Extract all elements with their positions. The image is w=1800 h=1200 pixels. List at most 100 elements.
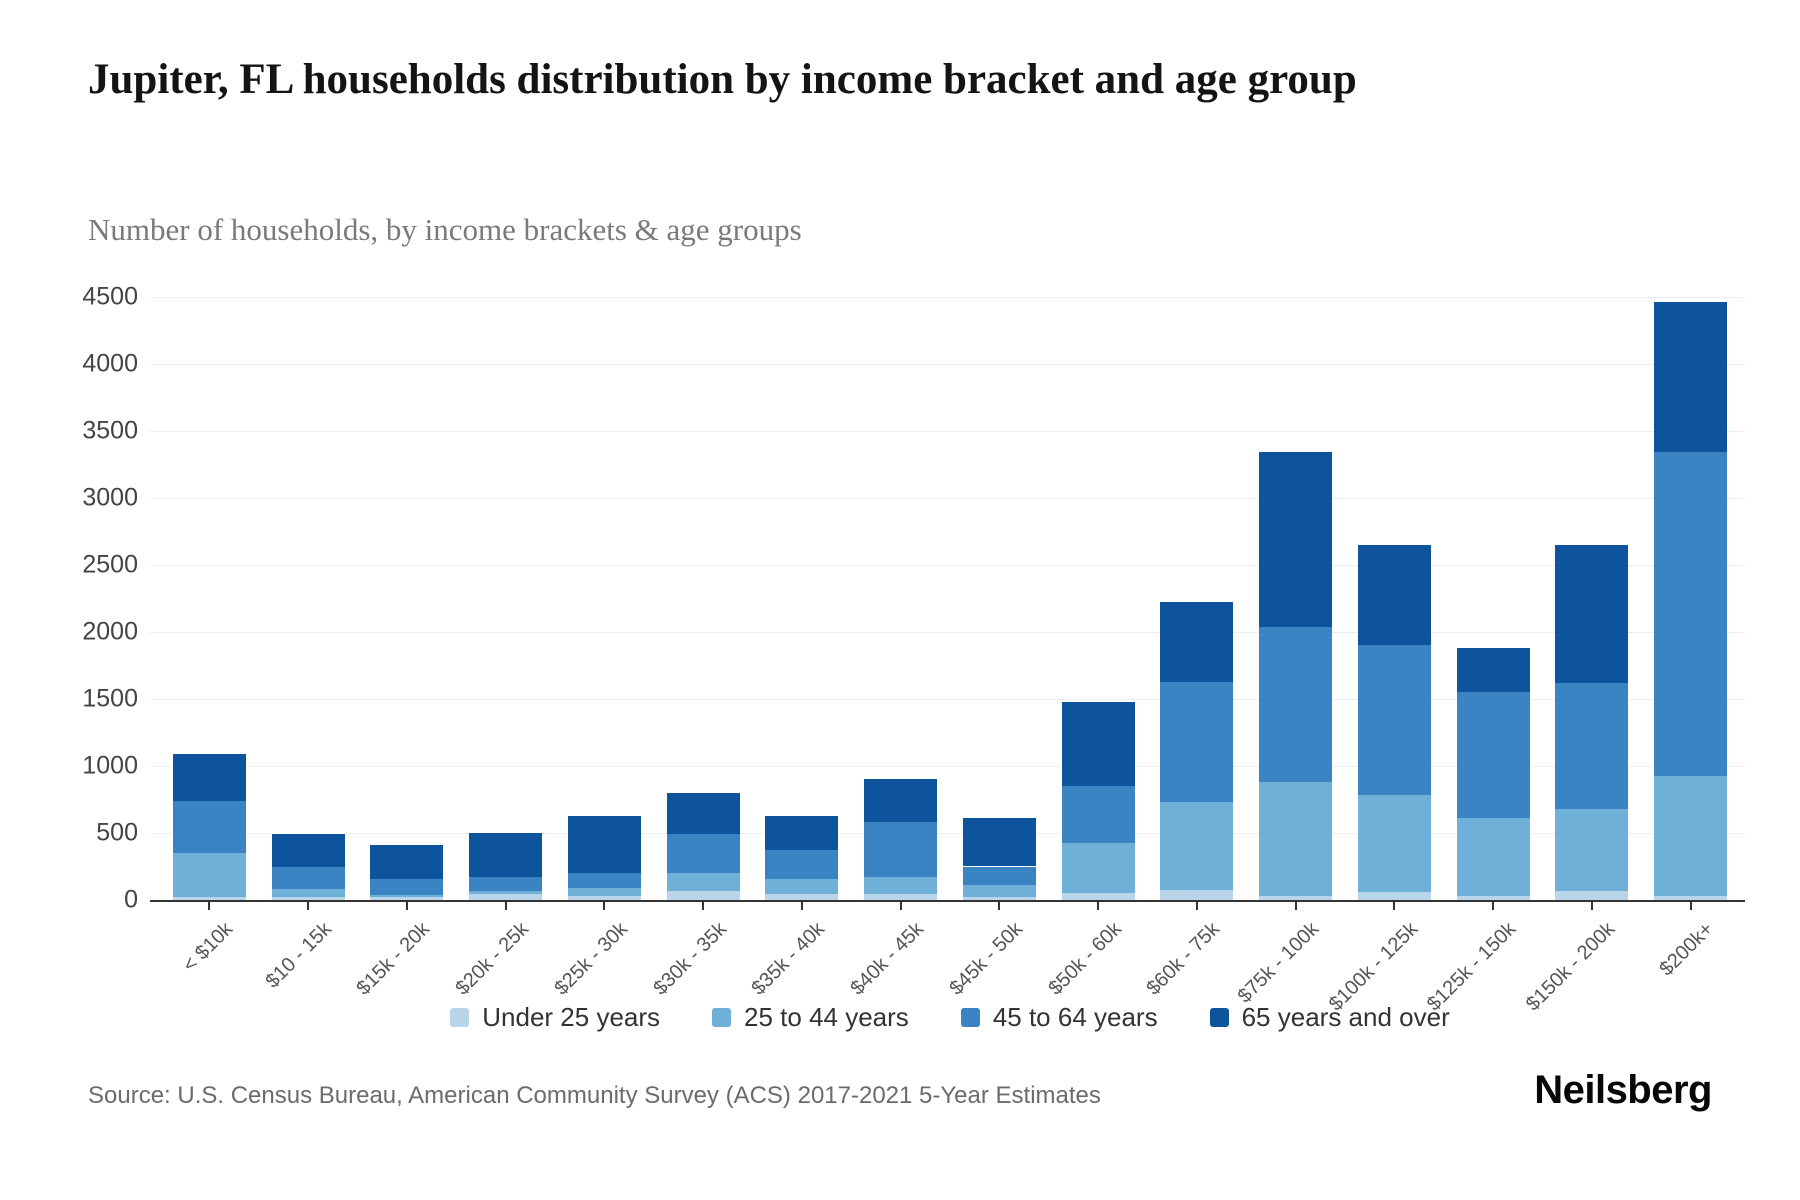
bar-segment[interactable] bbox=[271, 888, 345, 898]
bar-segment[interactable] bbox=[666, 834, 740, 874]
bar-segment[interactable] bbox=[1555, 890, 1629, 900]
bar-segment[interactable] bbox=[1357, 794, 1431, 892]
bar-segment[interactable] bbox=[567, 887, 641, 896]
y-axis-label: 1500 bbox=[82, 684, 138, 713]
bar-segment[interactable] bbox=[1456, 691, 1530, 819]
bar-segment[interactable] bbox=[1259, 782, 1333, 896]
legend-item[interactable]: 45 to 64 years bbox=[960, 1002, 1158, 1033]
bar-segment[interactable] bbox=[666, 873, 740, 891]
x-axis-tick bbox=[899, 902, 902, 910]
bar-segment[interactable] bbox=[1160, 601, 1234, 682]
bar-segment[interactable] bbox=[1555, 682, 1629, 809]
bar-segment[interactable] bbox=[765, 893, 839, 900]
x-axis-tick bbox=[702, 902, 705, 910]
bar-segment[interactable] bbox=[1456, 648, 1530, 692]
x-axis-tick bbox=[208, 902, 211, 910]
bar-segment[interactable] bbox=[962, 884, 1036, 897]
bar-segment[interactable] bbox=[469, 876, 543, 891]
bar-segment[interactable] bbox=[864, 822, 938, 878]
x-axis-line bbox=[150, 900, 1745, 902]
bar-segment[interactable] bbox=[469, 890, 543, 894]
bar-segment[interactable] bbox=[1259, 452, 1333, 628]
brand-logo[interactable]: Neilsberg bbox=[1534, 1068, 1712, 1112]
bar-segment[interactable] bbox=[271, 834, 345, 868]
bar-segment[interactable] bbox=[1061, 701, 1135, 787]
bar-segment[interactable] bbox=[172, 753, 246, 801]
bar-segment[interactable] bbox=[271, 897, 345, 900]
bar-segment[interactable] bbox=[1259, 895, 1333, 900]
y-axis-label: 0 bbox=[124, 885, 138, 914]
bar-segment[interactable] bbox=[1061, 786, 1135, 844]
source-text: Source: U.S. Census Bureau, American Com… bbox=[88, 1082, 1101, 1109]
bar-segment[interactable] bbox=[765, 878, 839, 894]
bar-segment[interactable] bbox=[765, 849, 839, 879]
legend-label: 45 to 64 years bbox=[992, 1002, 1158, 1032]
bar-segment[interactable] bbox=[1061, 843, 1135, 894]
bar-segment[interactable] bbox=[1357, 644, 1431, 795]
legend: Under 25 years 25 to 44 years 45 to 64 yea… bbox=[160, 1002, 1740, 1033]
bar-segment[interactable] bbox=[666, 890, 740, 900]
bar-segment[interactable] bbox=[370, 894, 444, 898]
bar-segment[interactable] bbox=[1357, 891, 1431, 900]
bar-segment[interactable] bbox=[567, 873, 641, 888]
bar-segment[interactable] bbox=[962, 866, 1036, 885]
legend-label: Under 25 years bbox=[482, 1002, 661, 1032]
bar-segment[interactable] bbox=[1654, 301, 1728, 452]
bar-segment[interactable] bbox=[1456, 895, 1530, 900]
bar-segment[interactable] bbox=[1555, 544, 1629, 683]
legend-swatch bbox=[450, 1008, 470, 1027]
bar-segment[interactable] bbox=[172, 853, 246, 898]
bar-segment[interactable] bbox=[1061, 893, 1135, 900]
bar-segment[interactable] bbox=[172, 897, 246, 900]
y-axis-label: 4500 bbox=[82, 282, 138, 311]
y-axis-label: 1000 bbox=[82, 751, 138, 780]
x-axis-label: $20k - 25k bbox=[451, 918, 534, 1000]
bar-segment[interactable] bbox=[1456, 818, 1530, 896]
bar-segment[interactable] bbox=[1654, 776, 1728, 896]
x-axis-tick bbox=[800, 902, 803, 910]
x-axis-tick bbox=[307, 902, 310, 910]
x-axis-tick bbox=[1097, 902, 1100, 910]
gridline bbox=[150, 833, 1745, 834]
bar-segment[interactable] bbox=[765, 816, 839, 850]
bar-segment[interactable] bbox=[962, 896, 1036, 900]
bar-segment[interactable] bbox=[567, 815, 641, 874]
legend-swatch bbox=[960, 1008, 980, 1027]
x-axis-label: $45k - 50k bbox=[945, 918, 1027, 1000]
bar-segment[interactable] bbox=[271, 867, 345, 889]
x-axis-label: $60k - 75k bbox=[1142, 918, 1225, 1000]
chart-title: Jupiter, FL households distribution by i… bbox=[88, 56, 1357, 103]
gridline bbox=[150, 699, 1745, 700]
legend-item[interactable]: 25 to 44 years bbox=[712, 1002, 909, 1033]
gridline bbox=[150, 498, 1745, 499]
bar-segment[interactable] bbox=[864, 893, 938, 900]
legend-item[interactable]: 65 years and over bbox=[1209, 1002, 1450, 1033]
bar-segment[interactable] bbox=[567, 895, 641, 900]
y-axis-label: 3000 bbox=[82, 483, 138, 512]
bar-segment[interactable] bbox=[1160, 802, 1234, 890]
legend-item[interactable]: Under 25 years bbox=[450, 1002, 660, 1033]
bar-segment[interactable] bbox=[1160, 889, 1234, 900]
bar-segment[interactable] bbox=[666, 792, 740, 835]
bar-segment[interactable] bbox=[172, 800, 246, 854]
bar-segment[interactable] bbox=[370, 878, 444, 895]
x-axis-label: $40k - 45k bbox=[846, 918, 929, 1000]
bar-segment[interactable] bbox=[1654, 895, 1728, 900]
bar-segment[interactable] bbox=[370, 845, 444, 879]
bar-segment[interactable] bbox=[1654, 451, 1728, 777]
bar-segment[interactable] bbox=[864, 877, 938, 894]
x-axis-tick bbox=[1195, 902, 1198, 910]
gridline bbox=[150, 364, 1745, 365]
bar-segment[interactable] bbox=[1259, 627, 1333, 783]
bar-segment[interactable] bbox=[370, 897, 444, 900]
bar-segment[interactable] bbox=[1160, 681, 1234, 803]
bar-segment[interactable] bbox=[1357, 544, 1431, 645]
bar-segment[interactable] bbox=[469, 833, 543, 877]
bar-segment[interactable] bbox=[1555, 808, 1629, 891]
legend-swatch bbox=[712, 1008, 732, 1027]
bar-segment[interactable] bbox=[962, 817, 1036, 867]
bar-segment[interactable] bbox=[469, 893, 543, 900]
x-axis-tick bbox=[405, 902, 408, 910]
bar-segment[interactable] bbox=[864, 778, 938, 823]
